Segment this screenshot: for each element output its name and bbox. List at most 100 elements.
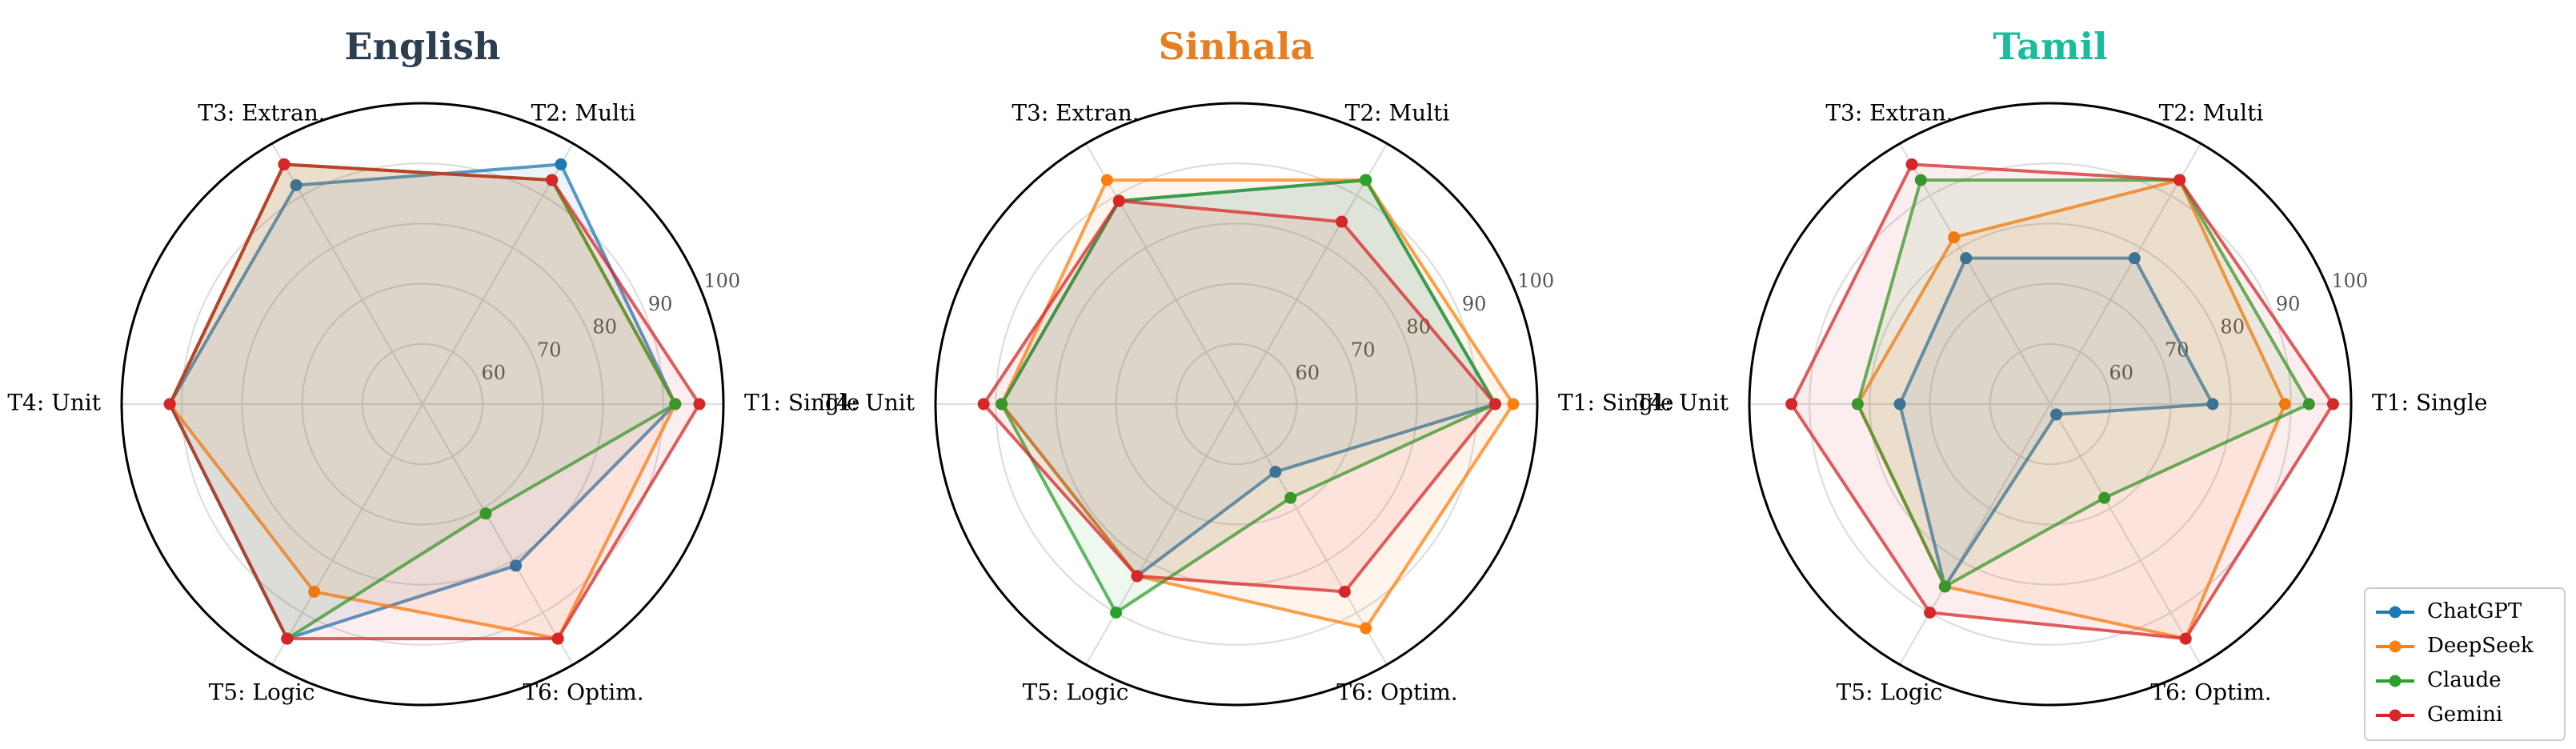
- data-point-claude-t6-optim: [2098, 491, 2111, 504]
- data-point-claude-t6-optim: [479, 507, 492, 520]
- series-fill-chatgpt: [1900, 258, 2213, 587]
- data-point-gemini-t4-unit: [977, 398, 990, 411]
- legend-marker: [2389, 709, 2402, 722]
- legend-marker: [2389, 675, 2402, 687]
- axis-label-t5-logic: T5: Logic: [1837, 679, 1943, 706]
- data-point-gemini-t2-multi: [2173, 174, 2186, 186]
- data-point-deepseek-t3-extran: [1948, 231, 1961, 244]
- data-point-gemini-t5-logic: [1924, 607, 1937, 619]
- r-tick-label: 90: [648, 293, 673, 315]
- r-tick-label: 60: [1295, 362, 1320, 384]
- data-point-gemini-t6-optim: [551, 632, 564, 645]
- data-point-gemini-t2-multi: [1336, 215, 1348, 228]
- legend: ChatGPT DeepSeek Claude Gemini: [2364, 587, 2566, 741]
- data-point-gemini-t4-unit: [1785, 398, 1798, 411]
- data-point-gemini-t1-single: [1488, 398, 1501, 411]
- axis-label-t4-unit: T4: Unit: [1635, 390, 1729, 416]
- outer-ring: [1748, 102, 2353, 707]
- grid-spoke: [271, 403, 423, 666]
- series-fill-gemini: [984, 201, 1496, 592]
- outer-ring: [934, 102, 1539, 707]
- data-point-chatgpt-t2-multi: [2128, 252, 2141, 265]
- axis-label-t4-unit: T4: Unit: [7, 390, 101, 416]
- legend-item-claude: Claude: [2376, 668, 2502, 692]
- grid-spoke: [1899, 142, 2051, 405]
- axis-label-t2-multi: T2: Multi: [2159, 99, 2264, 126]
- data-point-gemini-t3-extran: [278, 158, 290, 170]
- r-tick-label: 100: [703, 270, 740, 292]
- data-point-gemini-t3-extran: [1905, 158, 1918, 170]
- r-tick-label: 90: [2276, 293, 2301, 315]
- legend-item-deepseek: DeepSeek: [2376, 634, 2534, 658]
- data-point-claude-t4-unit: [996, 398, 1008, 411]
- grid-spoke: [422, 403, 574, 666]
- legend-label: Claude: [2427, 668, 2502, 692]
- axis-label-t6-optim: T6: Optim.: [523, 679, 643, 706]
- axis-label-t3-extran: T3: Extran.: [1012, 99, 1139, 126]
- r-tick-label: 60: [2109, 362, 2133, 384]
- data-point-claude-t6-optim: [1284, 491, 1297, 504]
- axis-label-t2-multi: T2: Multi: [1345, 99, 1450, 126]
- legend-marker: [2389, 606, 2402, 619]
- series-fill-deepseek: [1857, 180, 2286, 639]
- data-point-deepseek-t1-single: [1507, 398, 1520, 411]
- r-tick-label: 70: [537, 338, 562, 361]
- panel-title: Tamil: [1993, 25, 2107, 68]
- data-point-chatgpt-t3-extran: [1960, 252, 1973, 265]
- legend-item-chatgpt: ChatGPT: [2376, 599, 2522, 623]
- legend-marker: [2389, 640, 2402, 653]
- series-fill-claude: [1001, 180, 1496, 613]
- data-point-chatgpt-t6-optim: [1269, 466, 1282, 479]
- axis-label-t1-single: T1: Single: [744, 390, 859, 416]
- axis-label-t6-optim: T6: Optim.: [1336, 679, 1457, 706]
- grid-spoke: [422, 142, 574, 405]
- data-point-chatgpt-t4-unit: [1893, 398, 1906, 411]
- radar-panel-sinhala: Sinhala 60 70 80 90 100 T1: Single T2: Multi T3:…: [821, 25, 1673, 707]
- data-point-deepseek-t6-optim: [1360, 622, 1372, 635]
- grid-spoke: [1085, 142, 1237, 405]
- grid-spoke: [1236, 142, 1388, 405]
- legend-item-gemini: Gemini: [2376, 703, 2502, 727]
- radar-panels: English 60 70 80 90 100 T1: Single T2: Multi T3:…: [7, 25, 2487, 707]
- grid-spoke: [2049, 142, 2201, 405]
- data-point-deepseek-t3-extran: [1100, 174, 1113, 186]
- data-point-claude-t3-extran: [1914, 174, 1927, 186]
- grid-spoke: [1085, 403, 1237, 666]
- r-tick-label: 80: [592, 316, 617, 338]
- r-tick-label: 100: [2331, 270, 2368, 292]
- series-fill-claude: [170, 164, 675, 639]
- data-point-chatgpt-t1-single: [2206, 398, 2219, 411]
- axis-label-t1-single: T1: Single: [2372, 390, 2487, 416]
- data-point-gemini-t4-unit: [163, 398, 176, 411]
- data-point-gemini-t1-single: [2326, 398, 2339, 411]
- axis-label-t3-extran: T3: Extran.: [1825, 99, 1953, 126]
- data-point-gemini-t6-optim: [1338, 585, 1351, 598]
- series-fill-chatgpt: [1001, 180, 1496, 576]
- data-point-claude-t5-logic: [1938, 580, 1951, 593]
- data-point-chatgpt-t6-optim: [2050, 408, 2063, 421]
- panel-title: English: [345, 25, 501, 68]
- r-tick-label: 60: [481, 362, 506, 384]
- data-point-gemini-t5-logic: [281, 632, 294, 645]
- r-tick-label: 100: [1517, 270, 1554, 292]
- data-point-claude-t1-single: [669, 398, 682, 411]
- axis-label-t5-logic: T5: Logic: [209, 679, 315, 706]
- data-point-gemini-t3-extran: [1112, 194, 1125, 207]
- data-point-gemini-t5-logic: [1131, 570, 1144, 583]
- legend-label: Gemini: [2427, 703, 2502, 727]
- panel-title: Sinhala: [1159, 25, 1315, 68]
- r-tick-label: 80: [1406, 316, 1431, 338]
- outer-ring: [120, 102, 725, 707]
- data-point-chatgpt-t3-extran: [290, 178, 302, 191]
- axis-label-t1-single: T1: Single: [1558, 390, 1673, 416]
- data-point-gemini-t1-single: [693, 398, 706, 411]
- axis-label-t4-unit: T4: Unit: [821, 390, 915, 416]
- series-fill-deepseek: [170, 164, 675, 639]
- legend-frame: [2364, 587, 2566, 741]
- series-fill-deepseek: [1001, 180, 1513, 628]
- data-point-gemini-t2-multi: [546, 174, 559, 186]
- data-point-chatgpt-t2-multi: [555, 158, 567, 170]
- radar-panel-english: English 60 70 80 90 100 T1: Single T2: Multi T3:…: [7, 25, 859, 707]
